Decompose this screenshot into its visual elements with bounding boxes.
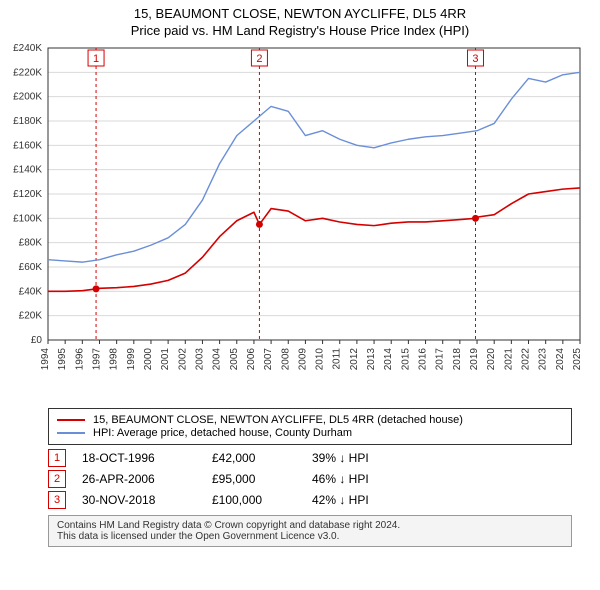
svg-text:2018: 2018 bbox=[452, 348, 463, 371]
svg-text:£120K: £120K bbox=[13, 189, 42, 200]
legend-box: 15, BEAUMONT CLOSE, NEWTON AYCLIFFE, DL5… bbox=[48, 408, 572, 445]
sales-row: 2 26-APR-2006 £95,000 46% ↓ HPI bbox=[48, 470, 572, 488]
svg-text:£220K: £220K bbox=[13, 67, 42, 78]
sales-block: 1 18-OCT-1996 £42,000 39% ↓ HPI 2 26-APR… bbox=[48, 449, 572, 509]
svg-text:2: 2 bbox=[256, 53, 262, 65]
sale-marker-num: 3 bbox=[54, 494, 60, 506]
sale-hpi: 46% ↓ HPI bbox=[312, 472, 369, 486]
svg-text:1997: 1997 bbox=[91, 348, 102, 371]
svg-text:2006: 2006 bbox=[246, 348, 257, 371]
svg-text:3: 3 bbox=[472, 53, 478, 65]
svg-text:2015: 2015 bbox=[400, 348, 411, 371]
sale-price: £100,000 bbox=[212, 493, 312, 507]
sale-marker-num: 2 bbox=[54, 473, 60, 485]
sale-date: 30-NOV-2018 bbox=[82, 493, 212, 507]
sale-marker-icon: 2 bbox=[48, 470, 66, 488]
svg-text:1998: 1998 bbox=[109, 348, 120, 371]
svg-text:2021: 2021 bbox=[503, 348, 514, 371]
legend-label: HPI: Average price, detached house, Coun… bbox=[93, 427, 352, 439]
chart-container: 15, BEAUMONT CLOSE, NEWTON AYCLIFFE, DL5… bbox=[0, 0, 600, 547]
svg-text:2023: 2023 bbox=[538, 348, 549, 371]
svg-text:2022: 2022 bbox=[521, 348, 532, 371]
svg-text:£60K: £60K bbox=[19, 262, 43, 273]
svg-text:£140K: £140K bbox=[13, 165, 42, 176]
chart-plot: £0 £20K £40K £60K £80K £100K £120K £140K £160K £1… bbox=[0, 40, 600, 400]
title-line2: Price paid vs. HM Land Registry's House … bbox=[0, 23, 600, 38]
chart-svg: £0 £20K £40K £60K £80K £100K £120K £140K £160K £1… bbox=[0, 40, 600, 400]
footer-box: Contains HM Land Registry data © Crown c… bbox=[48, 515, 572, 547]
sale-date: 26-APR-2006 bbox=[82, 472, 212, 486]
svg-text:£240K: £240K bbox=[13, 43, 42, 54]
footer-line2: This data is licensed under the Open Gov… bbox=[57, 531, 563, 542]
svg-text:1996: 1996 bbox=[74, 348, 85, 371]
svg-text:1999: 1999 bbox=[126, 348, 137, 371]
svg-text:1995: 1995 bbox=[57, 348, 68, 371]
svg-text:1: 1 bbox=[93, 53, 99, 65]
svg-text:2016: 2016 bbox=[418, 348, 429, 371]
svg-text:2002: 2002 bbox=[177, 348, 188, 371]
title-block: 15, BEAUMONT CLOSE, NEWTON AYCLIFFE, DL5… bbox=[0, 0, 600, 40]
sale-hpi: 42% ↓ HPI bbox=[312, 493, 369, 507]
legend-row: HPI: Average price, detached house, Coun… bbox=[57, 427, 563, 439]
legend-swatch bbox=[57, 419, 85, 421]
sale-date: 18-OCT-1996 bbox=[82, 451, 212, 465]
svg-text:2013: 2013 bbox=[366, 348, 377, 371]
svg-text:2005: 2005 bbox=[229, 348, 240, 371]
svg-text:2012: 2012 bbox=[349, 348, 360, 371]
sales-row: 1 18-OCT-1996 £42,000 39% ↓ HPI bbox=[48, 449, 572, 467]
svg-text:2014: 2014 bbox=[383, 348, 394, 371]
svg-text:1994: 1994 bbox=[40, 348, 51, 371]
legend-label: 15, BEAUMONT CLOSE, NEWTON AYCLIFFE, DL5… bbox=[93, 414, 463, 426]
svg-text:£180K: £180K bbox=[13, 116, 42, 127]
svg-text:£40K: £40K bbox=[19, 286, 43, 297]
sales-row: 3 30-NOV-2018 £100,000 42% ↓ HPI bbox=[48, 491, 572, 509]
legend-swatch bbox=[57, 432, 85, 434]
sale-marker-icon: 3 bbox=[48, 491, 66, 509]
svg-text:£160K: £160K bbox=[13, 140, 42, 151]
svg-text:2009: 2009 bbox=[297, 348, 308, 371]
svg-text:2001: 2001 bbox=[160, 348, 171, 371]
sale-marker-num: 1 bbox=[54, 452, 60, 464]
svg-text:2024: 2024 bbox=[555, 348, 566, 371]
svg-text:2010: 2010 bbox=[315, 348, 326, 371]
svg-text:2000: 2000 bbox=[143, 348, 154, 371]
svg-text:2019: 2019 bbox=[469, 348, 480, 371]
svg-text:2004: 2004 bbox=[212, 348, 223, 371]
footer-line1: Contains HM Land Registry data © Crown c… bbox=[57, 520, 563, 531]
sale-marker-icon: 1 bbox=[48, 449, 66, 467]
svg-text:2025: 2025 bbox=[572, 348, 583, 371]
svg-text:£0: £0 bbox=[31, 335, 43, 346]
sale-price: £42,000 bbox=[212, 451, 312, 465]
legend-row: 15, BEAUMONT CLOSE, NEWTON AYCLIFFE, DL5… bbox=[57, 414, 563, 426]
svg-text:£100K: £100K bbox=[13, 213, 42, 224]
sale-hpi: 39% ↓ HPI bbox=[312, 451, 369, 465]
svg-text:2007: 2007 bbox=[263, 348, 274, 371]
title-line1: 15, BEAUMONT CLOSE, NEWTON AYCLIFFE, DL5… bbox=[0, 6, 600, 21]
svg-text:2011: 2011 bbox=[332, 348, 343, 370]
svg-text:£200K: £200K bbox=[13, 92, 42, 103]
sale-price: £95,000 bbox=[212, 472, 312, 486]
svg-text:2020: 2020 bbox=[486, 348, 497, 371]
svg-text:2008: 2008 bbox=[280, 348, 291, 371]
svg-text:£80K: £80K bbox=[19, 238, 43, 249]
svg-text:2003: 2003 bbox=[194, 348, 205, 371]
svg-text:£20K: £20K bbox=[19, 311, 43, 322]
svg-text:2017: 2017 bbox=[435, 348, 446, 371]
